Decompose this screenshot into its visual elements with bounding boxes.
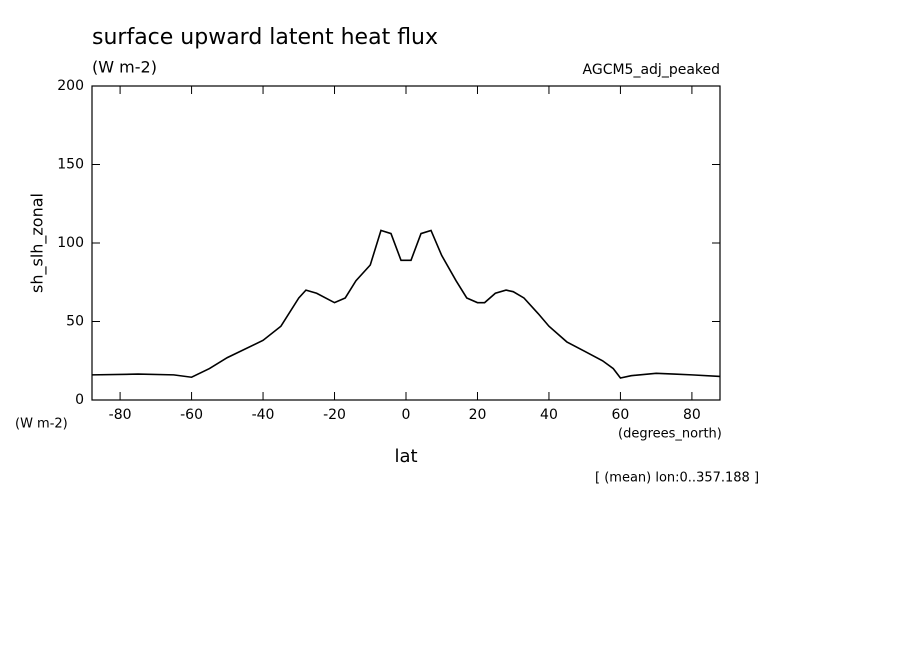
y-tick-label: 150 <box>57 157 84 173</box>
x-axis-label: lat <box>394 446 417 467</box>
x-units: (degrees_north) <box>618 427 722 442</box>
x-tick-label: 40 <box>540 407 558 423</box>
data-line <box>91 229 721 379</box>
y-axis-label: sh_slh_zonal <box>28 193 48 293</box>
x-tick-label: 20 <box>469 407 487 423</box>
x-tick-label: -80 <box>109 407 132 423</box>
note: [ (mean) lon:0..357.188 ] <box>595 471 759 486</box>
x-tick-label: 80 <box>683 407 701 423</box>
plot-frame <box>91 85 721 401</box>
y-tick-label: 100 <box>57 235 84 251</box>
x-tick-label: -20 <box>323 407 346 423</box>
x-tick-label: -40 <box>252 407 275 423</box>
x-tick-label: 0 <box>402 407 411 423</box>
y-units: (W m-2) <box>15 417 68 432</box>
x-tick-label: -60 <box>180 407 203 423</box>
y-tick-label: 200 <box>57 78 84 94</box>
chart-title: surface upward latent heat flux <box>92 25 438 50</box>
chart-subtitle: (W m-2) <box>92 58 157 77</box>
x-tick-label: 60 <box>612 407 630 423</box>
y-tick-label: 0 <box>75 392 84 408</box>
dataset-label: AGCM5_adj_peaked <box>583 62 720 78</box>
y-tick-label: 50 <box>66 314 84 330</box>
